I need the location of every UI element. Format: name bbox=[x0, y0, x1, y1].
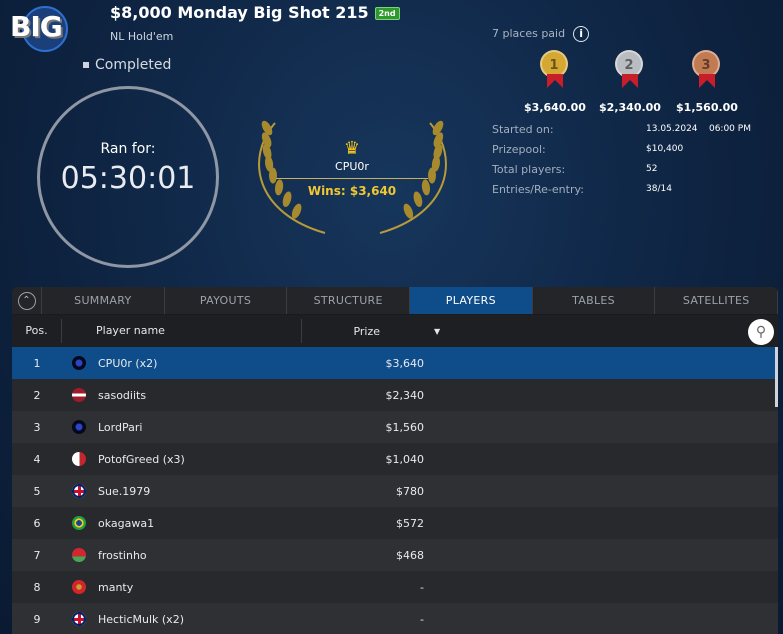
flag-me-icon bbox=[72, 580, 86, 594]
medal-2-icon: 2 bbox=[615, 50, 645, 94]
table-row[interactable]: 8 manty - bbox=[12, 571, 778, 603]
search-icon[interactable]: ⚲ bbox=[748, 319, 774, 345]
player-name: LordPari bbox=[98, 420, 143, 434]
tab-summary[interactable]: SUMMARY bbox=[42, 287, 165, 314]
table-row[interactable]: 6 okagawa1 $572 bbox=[12, 507, 778, 539]
player-prize: $468 bbox=[396, 548, 424, 562]
player-name: frostinho bbox=[98, 548, 147, 562]
flag-by-icon bbox=[72, 548, 86, 562]
table-row[interactable]: 9 HecticMulk (x2) - bbox=[12, 603, 778, 634]
tab-tables[interactable]: TABLES bbox=[533, 287, 656, 314]
row-pos: 9 bbox=[33, 612, 41, 626]
flag-site-icon bbox=[72, 420, 86, 434]
winner-box: ♛ CPU0r Wins: $3,640 bbox=[276, 140, 428, 198]
payout-amount: $3,640.00 bbox=[524, 101, 586, 114]
ran-for-label: Ran for: bbox=[100, 141, 156, 157]
flag-mt-icon bbox=[72, 452, 86, 466]
ran-for-value: 05:30:01 bbox=[60, 161, 196, 196]
winner-name: CPU0r bbox=[335, 160, 369, 173]
detail-value: 52 bbox=[646, 164, 658, 174]
tab-bar: ⌃ SUMMARY PAYOUTS STRUCTURE PLAYERS TABLES SA… bbox=[12, 287, 778, 315]
scrollbar[interactable] bbox=[775, 347, 778, 407]
player-name: CPU0r (x2) bbox=[98, 356, 158, 370]
collapse-button[interactable]: ⌃ bbox=[17, 291, 36, 310]
flag-br-icon bbox=[72, 516, 86, 530]
player-name: Sue.1979 bbox=[98, 484, 151, 498]
detail-value: $10,400 bbox=[646, 144, 684, 154]
table-row[interactable]: 5 Sue.1979 $780 bbox=[12, 475, 778, 507]
table-header: Pos. Player name Prize ▼ ⚲ bbox=[12, 315, 778, 347]
crown-icon: ♛ bbox=[343, 138, 361, 159]
players-panel: ⌃ SUMMARY PAYOUTS STRUCTURE PLAYERS TABLES SA… bbox=[12, 287, 778, 634]
player-name: PotofGreed (x3) bbox=[98, 452, 185, 466]
col-pos[interactable]: Pos. bbox=[12, 319, 62, 343]
info-icon[interactable]: i bbox=[573, 26, 590, 42]
table-row[interactable]: 1 CPU0r (x2) $3,640 bbox=[12, 347, 778, 379]
winner-amount: Wins: $3,640 bbox=[307, 184, 397, 198]
game-type: NL Hold'em bbox=[110, 30, 174, 43]
run-time-clock: Ran for: 05:30:01 bbox=[37, 86, 219, 268]
player-prize: $1,560 bbox=[385, 420, 425, 434]
player-name: okagawa1 bbox=[98, 516, 155, 530]
detail-label: Prizepool: bbox=[492, 143, 546, 156]
row-pos: 8 bbox=[33, 580, 41, 594]
flag-lv-icon bbox=[72, 388, 86, 402]
row-pos: 6 bbox=[33, 516, 41, 530]
payout-amount: $1,560.00 bbox=[676, 101, 738, 114]
tournament-title: $8,000 Monday Big Shot 215 2nd bbox=[110, 3, 400, 22]
row-pos: 3 bbox=[33, 420, 41, 434]
table-row[interactable]: 7 frostinho $468 bbox=[12, 539, 778, 571]
flag-gb-icon bbox=[72, 484, 86, 498]
player-prize: $780 bbox=[396, 484, 424, 498]
status-label: Completed bbox=[83, 57, 171, 73]
table-row[interactable]: 3 LordPari $1,560 bbox=[12, 411, 778, 443]
tab-structure[interactable]: STRUCTURE bbox=[287, 287, 411, 314]
player-prize: $572 bbox=[396, 516, 424, 530]
row-pos: 4 bbox=[33, 452, 41, 466]
player-prize: $2,340 bbox=[385, 388, 425, 402]
flag-gb-icon bbox=[72, 612, 86, 626]
detail-label: Entries/Re-entry: bbox=[492, 183, 584, 196]
player-name: HecticMulk (x2) bbox=[98, 612, 184, 626]
payout-amount: $2,340.00 bbox=[599, 101, 661, 114]
player-prize: $3,640 bbox=[385, 356, 425, 370]
detail-label: Total players: bbox=[492, 163, 566, 176]
table-row[interactable]: 2 sasodiits $2,340 bbox=[12, 379, 778, 411]
table-row[interactable]: 4 PotofGreed (x3) $1,040 bbox=[12, 443, 778, 475]
medal-1-icon: 1 bbox=[540, 50, 570, 94]
col-player-name[interactable]: Player name bbox=[62, 319, 302, 343]
flag-site-icon bbox=[72, 356, 86, 370]
player-name: manty bbox=[98, 580, 134, 594]
detail-label: Started on: bbox=[492, 123, 554, 136]
tab-payouts[interactable]: PAYOUTS bbox=[165, 287, 288, 314]
tab-players[interactable]: PLAYERS bbox=[410, 287, 533, 314]
row-pos: 1 bbox=[33, 356, 41, 370]
big-logo: BIG bbox=[8, 4, 74, 52]
row-pos: 2 bbox=[33, 388, 41, 402]
player-prize: $1,040 bbox=[385, 452, 425, 466]
detail-value: 38/14 bbox=[646, 184, 672, 194]
tab-satellites[interactable]: SATELLITES bbox=[655, 287, 778, 314]
player-prize: - bbox=[420, 612, 424, 626]
detail-value: 13.05.2024 06:00 PM bbox=[646, 124, 751, 134]
col-prize[interactable]: Prize bbox=[353, 324, 380, 338]
row-pos: 5 bbox=[33, 484, 41, 498]
second-chance-badge: 2nd bbox=[374, 7, 400, 20]
row-pos: 7 bbox=[33, 548, 41, 562]
medal-3-icon: 3 bbox=[692, 50, 722, 94]
places-paid: 7 places paid i bbox=[492, 26, 590, 42]
player-prize: - bbox=[420, 580, 424, 594]
laurel-wreath-icon bbox=[258, 120, 447, 234]
players-list: 1 CPU0r (x2) $3,640 2 sasodiits $2,340 3 LordPa… bbox=[12, 347, 778, 634]
sort-down-icon[interactable]: ▼ bbox=[434, 326, 441, 336]
player-name: sasodiits bbox=[98, 388, 147, 402]
